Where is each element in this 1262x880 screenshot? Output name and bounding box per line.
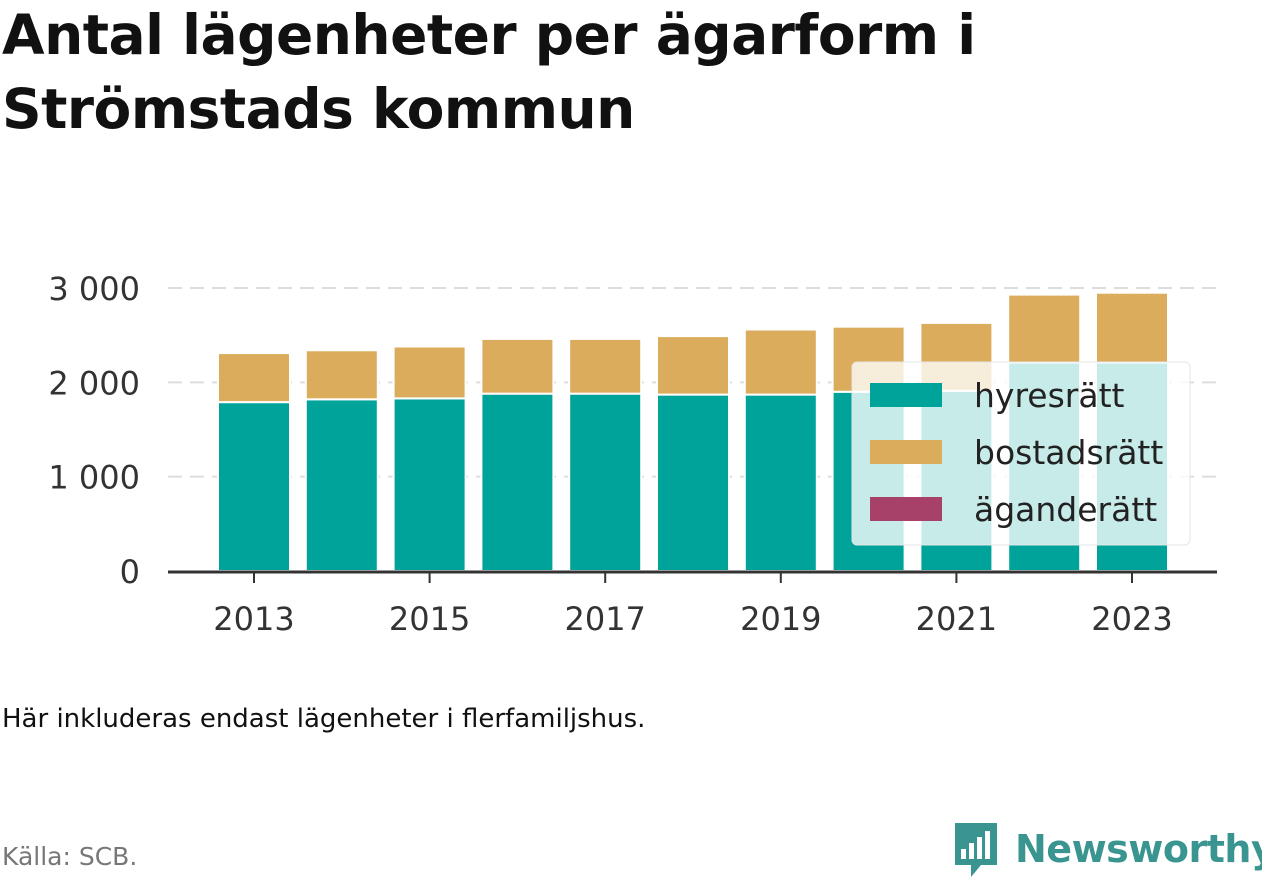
source-text: Källa: SCB. <box>2 842 138 871</box>
bar-bostadsrätt-2023 <box>1095 291 1169 364</box>
x-tick-label: 2023 <box>1091 600 1172 638</box>
chart-title: Antal lägenheter per ägarform i Strömsta… <box>2 3 976 141</box>
legend: hyresrätt bostadsrätt äganderätt <box>851 361 1191 546</box>
y-axis: 0 1 000 2 000 3 000 <box>48 270 140 591</box>
legend-label: bostadsrätt <box>974 433 1163 472</box>
bar-bostadsrätt-2014 <box>304 349 379 401</box>
legend-swatch-bostadsrätt <box>870 440 942 464</box>
x-tick-label: 2013 <box>213 600 294 638</box>
y-tick-label: 3 000 <box>48 270 140 308</box>
bar-bostadsrätt-2022 <box>1007 293 1082 364</box>
y-tick-label: 1 000 <box>48 459 140 497</box>
brand-logo: Newsworthy <box>951 818 1262 880</box>
bar-bostadsrätt-2019 <box>743 328 818 396</box>
bar-hyresrätt-2017 <box>568 392 643 572</box>
y-tick-label: 0 <box>120 553 140 591</box>
legend-label: hyresrätt <box>974 376 1125 415</box>
bar-hyresrätt-2018 <box>656 393 730 573</box>
x-tick-label: 2015 <box>389 600 470 638</box>
x-axis: 2013 2015 2017 2019 2021 2023 <box>168 570 1217 638</box>
bar-hyresrätt-2019 <box>743 393 818 573</box>
bar-hyresrätt-2015 <box>392 397 467 572</box>
y-tick-label: 2 000 <box>48 364 140 402</box>
bar-hyresrätt-2016 <box>480 392 555 572</box>
bar-hyresrätt-2014 <box>304 398 379 572</box>
bar-bostadsrätt-2016 <box>480 337 555 395</box>
bar-bostadsrätt-2018 <box>656 335 730 396</box>
legend-label: äganderätt <box>974 490 1157 529</box>
chart: 0 1 000 2 000 3 000 2013 2015 2017 2019 2021 202… <box>48 270 1217 638</box>
newsworthy-logo-icon <box>955 823 997 877</box>
legend-swatch-hyresrätt <box>870 383 942 407</box>
chart-note: Här inkluderas endast lägenheter i flerf… <box>2 704 646 734</box>
x-tick-label: 2019 <box>740 600 821 638</box>
bar-bostadsrätt-2013 <box>217 352 291 404</box>
bar-bostadsrätt-2015 <box>392 345 467 400</box>
bar-hyresrätt-2013 <box>217 401 291 573</box>
brand-name: Newsworthy <box>1015 827 1262 871</box>
x-tick-label: 2021 <box>916 600 997 638</box>
bar-bostadsrätt-2017 <box>568 337 643 395</box>
x-tick-label: 2017 <box>564 600 645 638</box>
legend-swatch-äganderätt <box>870 497 942 521</box>
